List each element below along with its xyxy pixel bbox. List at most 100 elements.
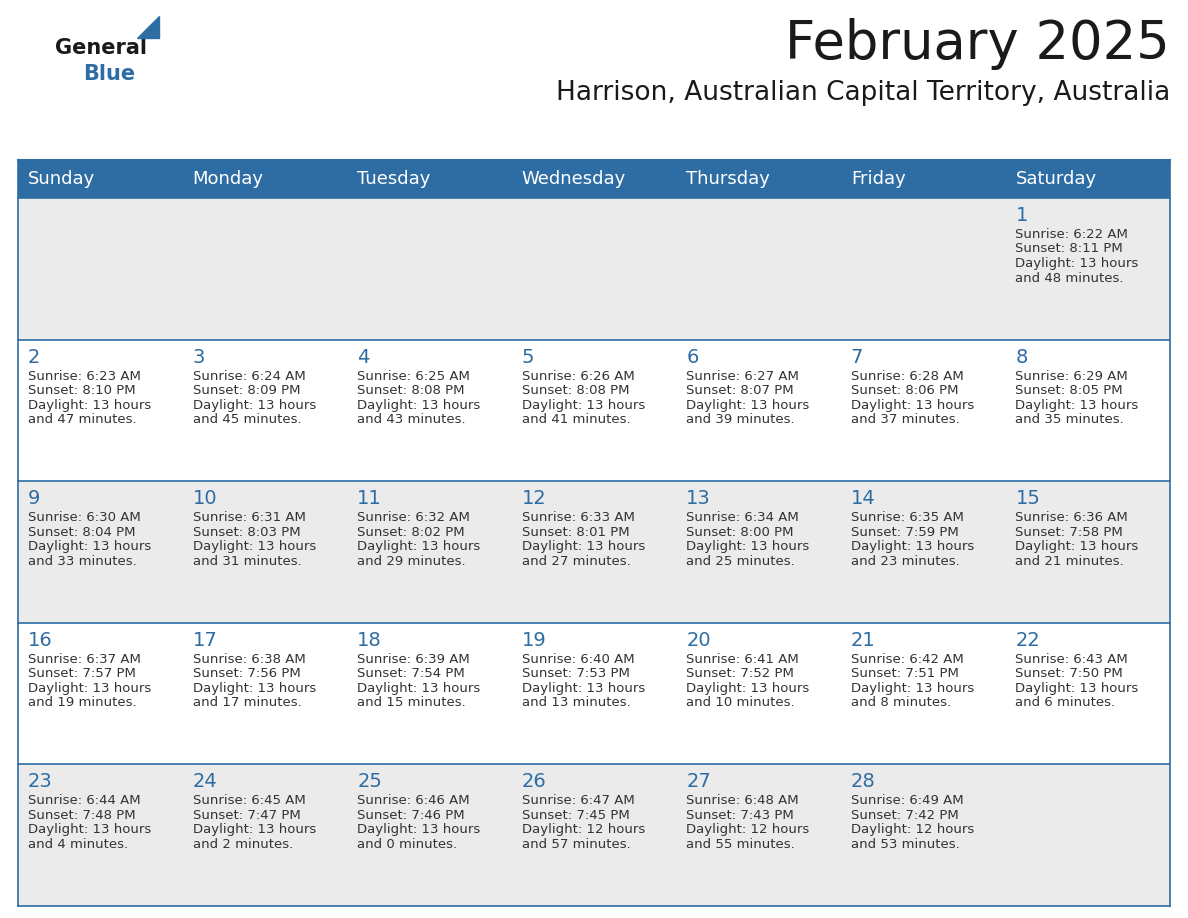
- Bar: [18, 622, 1170, 765]
- Text: Daylight: 13 hours: Daylight: 13 hours: [192, 398, 316, 411]
- Text: Daylight: 13 hours: Daylight: 13 hours: [358, 823, 480, 836]
- Text: Sunset: 7:58 PM: Sunset: 7:58 PM: [1016, 526, 1123, 539]
- Text: and 39 minutes.: and 39 minutes.: [687, 413, 795, 426]
- Text: Daylight: 13 hours: Daylight: 13 hours: [1016, 257, 1138, 270]
- Text: 26: 26: [522, 772, 546, 791]
- Text: Sunrise: 6:41 AM: Sunrise: 6:41 AM: [687, 653, 800, 666]
- Text: Daylight: 13 hours: Daylight: 13 hours: [29, 823, 151, 836]
- Text: Daylight: 13 hours: Daylight: 13 hours: [29, 682, 151, 695]
- Bar: [18, 765, 1170, 906]
- Text: Sunrise: 6:30 AM: Sunrise: 6:30 AM: [29, 511, 140, 524]
- Text: 8: 8: [1016, 348, 1028, 366]
- Text: Sunrise: 6:48 AM: Sunrise: 6:48 AM: [687, 794, 798, 808]
- Text: and 15 minutes.: and 15 minutes.: [358, 696, 466, 710]
- Text: 7: 7: [851, 348, 864, 366]
- Text: 13: 13: [687, 489, 712, 509]
- Text: and 6 minutes.: and 6 minutes.: [1016, 696, 1116, 710]
- Text: 11: 11: [358, 489, 381, 509]
- Text: Friday: Friday: [851, 170, 905, 188]
- Text: Saturday: Saturday: [1016, 170, 1097, 188]
- Text: Sunrise: 6:40 AM: Sunrise: 6:40 AM: [522, 653, 634, 666]
- Bar: [18, 160, 1170, 198]
- Text: Sunrise: 6:37 AM: Sunrise: 6:37 AM: [29, 653, 141, 666]
- Text: and 53 minutes.: and 53 minutes.: [851, 838, 960, 851]
- Text: Sunrise: 6:45 AM: Sunrise: 6:45 AM: [192, 794, 305, 808]
- Text: Daylight: 13 hours: Daylight: 13 hours: [851, 682, 974, 695]
- Text: 4: 4: [358, 348, 369, 366]
- Text: and 29 minutes.: and 29 minutes.: [358, 554, 466, 567]
- Text: 24: 24: [192, 772, 217, 791]
- Text: Sunrise: 6:47 AM: Sunrise: 6:47 AM: [522, 794, 634, 808]
- Text: Sunset: 8:05 PM: Sunset: 8:05 PM: [1016, 384, 1123, 397]
- Text: Sunrise: 6:27 AM: Sunrise: 6:27 AM: [687, 370, 800, 383]
- Text: Sunrise: 6:49 AM: Sunrise: 6:49 AM: [851, 794, 963, 808]
- Text: Sunset: 7:50 PM: Sunset: 7:50 PM: [1016, 667, 1123, 680]
- Text: Sunrise: 6:33 AM: Sunrise: 6:33 AM: [522, 511, 634, 524]
- Text: Sunset: 7:47 PM: Sunset: 7:47 PM: [192, 809, 301, 822]
- Text: Sunset: 7:54 PM: Sunset: 7:54 PM: [358, 667, 465, 680]
- Text: and 45 minutes.: and 45 minutes.: [192, 413, 302, 426]
- Text: Sunset: 8:08 PM: Sunset: 8:08 PM: [358, 384, 465, 397]
- Text: Sunset: 7:56 PM: Sunset: 7:56 PM: [192, 667, 301, 680]
- Text: Daylight: 13 hours: Daylight: 13 hours: [522, 540, 645, 554]
- Text: Daylight: 13 hours: Daylight: 13 hours: [687, 682, 809, 695]
- Text: Daylight: 13 hours: Daylight: 13 hours: [192, 682, 316, 695]
- Text: Monday: Monday: [192, 170, 264, 188]
- Text: Sunset: 7:42 PM: Sunset: 7:42 PM: [851, 809, 959, 822]
- Text: and 19 minutes.: and 19 minutes.: [29, 696, 137, 710]
- Text: Sunrise: 6:39 AM: Sunrise: 6:39 AM: [358, 653, 470, 666]
- Text: Daylight: 13 hours: Daylight: 13 hours: [192, 823, 316, 836]
- Bar: [18, 481, 1170, 622]
- Text: Daylight: 12 hours: Daylight: 12 hours: [851, 823, 974, 836]
- Text: 5: 5: [522, 348, 535, 366]
- Text: Sunset: 8:03 PM: Sunset: 8:03 PM: [192, 526, 301, 539]
- Text: Sunset: 7:46 PM: Sunset: 7:46 PM: [358, 809, 465, 822]
- Text: Blue: Blue: [83, 64, 135, 84]
- Text: 12: 12: [522, 489, 546, 509]
- Text: 18: 18: [358, 631, 381, 650]
- Text: 22: 22: [1016, 631, 1041, 650]
- Text: Sunset: 8:10 PM: Sunset: 8:10 PM: [29, 384, 135, 397]
- Text: 1: 1: [1016, 206, 1028, 225]
- Text: Daylight: 13 hours: Daylight: 13 hours: [851, 398, 974, 411]
- Text: February 2025: February 2025: [785, 18, 1170, 70]
- Text: 25: 25: [358, 772, 383, 791]
- Text: and 17 minutes.: and 17 minutes.: [192, 696, 302, 710]
- Text: Sunrise: 6:22 AM: Sunrise: 6:22 AM: [1016, 228, 1129, 241]
- Text: and 8 minutes.: and 8 minutes.: [851, 696, 950, 710]
- Text: Daylight: 13 hours: Daylight: 13 hours: [358, 682, 480, 695]
- Text: Daylight: 13 hours: Daylight: 13 hours: [1016, 682, 1138, 695]
- Text: Sunset: 8:06 PM: Sunset: 8:06 PM: [851, 384, 959, 397]
- Text: 21: 21: [851, 631, 876, 650]
- Text: 20: 20: [687, 631, 710, 650]
- Text: 15: 15: [1016, 489, 1041, 509]
- Text: Sunset: 7:52 PM: Sunset: 7:52 PM: [687, 667, 794, 680]
- Text: Daylight: 13 hours: Daylight: 13 hours: [687, 398, 809, 411]
- Text: Daylight: 13 hours: Daylight: 13 hours: [687, 540, 809, 554]
- Text: Sunset: 7:59 PM: Sunset: 7:59 PM: [851, 526, 959, 539]
- Text: and 21 minutes.: and 21 minutes.: [1016, 554, 1124, 567]
- Text: and 35 minutes.: and 35 minutes.: [1016, 413, 1124, 426]
- Text: Thursday: Thursday: [687, 170, 770, 188]
- Text: Sunset: 8:00 PM: Sunset: 8:00 PM: [687, 526, 794, 539]
- Text: 6: 6: [687, 348, 699, 366]
- Text: Sunset: 8:08 PM: Sunset: 8:08 PM: [522, 384, 630, 397]
- Text: Sunrise: 6:38 AM: Sunrise: 6:38 AM: [192, 653, 305, 666]
- Text: Harrison, Australian Capital Territory, Australia: Harrison, Australian Capital Territory, …: [556, 80, 1170, 106]
- Text: and 55 minutes.: and 55 minutes.: [687, 838, 795, 851]
- Text: Sunrise: 6:36 AM: Sunrise: 6:36 AM: [1016, 511, 1129, 524]
- Text: Daylight: 13 hours: Daylight: 13 hours: [522, 682, 645, 695]
- Text: Daylight: 12 hours: Daylight: 12 hours: [522, 823, 645, 836]
- Text: Sunrise: 6:29 AM: Sunrise: 6:29 AM: [1016, 370, 1129, 383]
- Text: Sunrise: 6:32 AM: Sunrise: 6:32 AM: [358, 511, 470, 524]
- Text: and 43 minutes.: and 43 minutes.: [358, 413, 466, 426]
- Polygon shape: [137, 16, 159, 38]
- Text: Sunrise: 6:34 AM: Sunrise: 6:34 AM: [687, 511, 800, 524]
- Text: Daylight: 13 hours: Daylight: 13 hours: [29, 540, 151, 554]
- Text: 14: 14: [851, 489, 876, 509]
- Text: Daylight: 13 hours: Daylight: 13 hours: [192, 540, 316, 554]
- Text: Sunrise: 6:24 AM: Sunrise: 6:24 AM: [192, 370, 305, 383]
- Text: Sunrise: 6:43 AM: Sunrise: 6:43 AM: [1016, 653, 1129, 666]
- Text: 9: 9: [29, 489, 40, 509]
- Text: Sunrise: 6:31 AM: Sunrise: 6:31 AM: [192, 511, 305, 524]
